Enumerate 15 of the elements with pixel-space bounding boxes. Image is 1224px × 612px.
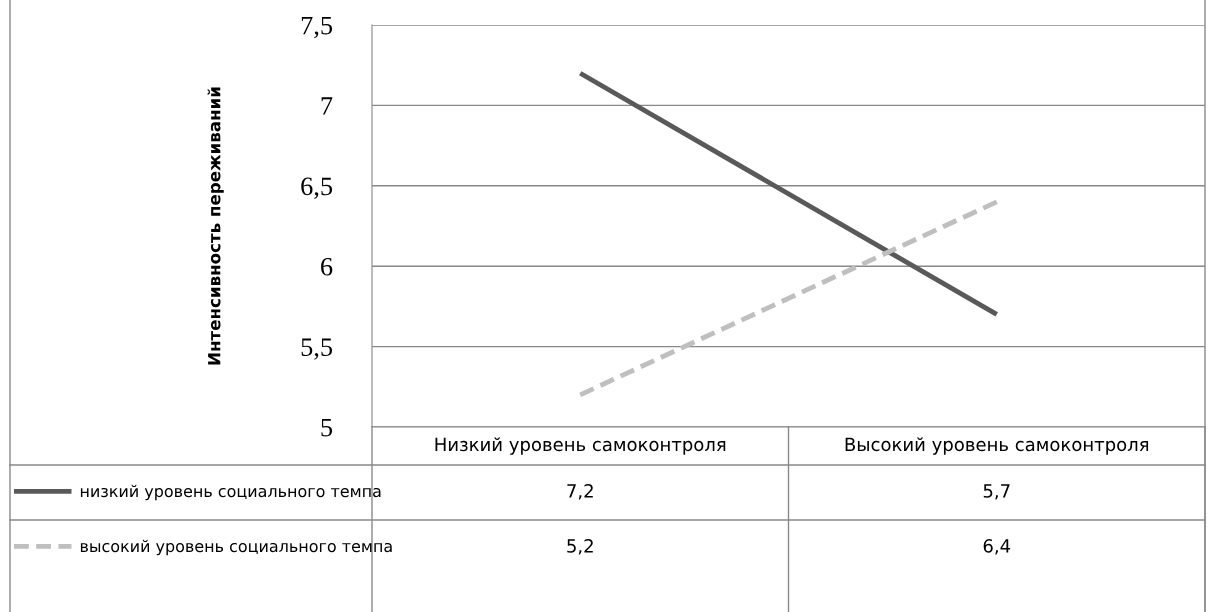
x-tick-label: Низкий уровень самоконтроля xyxy=(435,437,726,455)
y-tick-label: 7 xyxy=(321,97,333,115)
y-axis-title: Интенсивность переживаний xyxy=(207,87,224,365)
legend-label: низкий уровень социального темпа xyxy=(80,484,381,501)
y-tick-label: 7,5 xyxy=(301,16,333,39)
y-tick-label: 5,5 xyxy=(301,338,333,360)
y-tick-label: 5 xyxy=(321,418,333,437)
data-label: 7,2 xyxy=(567,484,593,500)
y-tick-label: 6 xyxy=(321,257,333,276)
data-label: 5,7 xyxy=(983,484,1010,500)
y-tick-label: 6,5 xyxy=(301,177,333,200)
data-label: 6,4 xyxy=(983,539,1011,555)
data-label: 5,2 xyxy=(567,539,593,555)
x-tick-label: Высокий уровень самоконтроля xyxy=(845,437,1149,455)
legend-label: высокий уровень социального темпа xyxy=(80,539,392,556)
